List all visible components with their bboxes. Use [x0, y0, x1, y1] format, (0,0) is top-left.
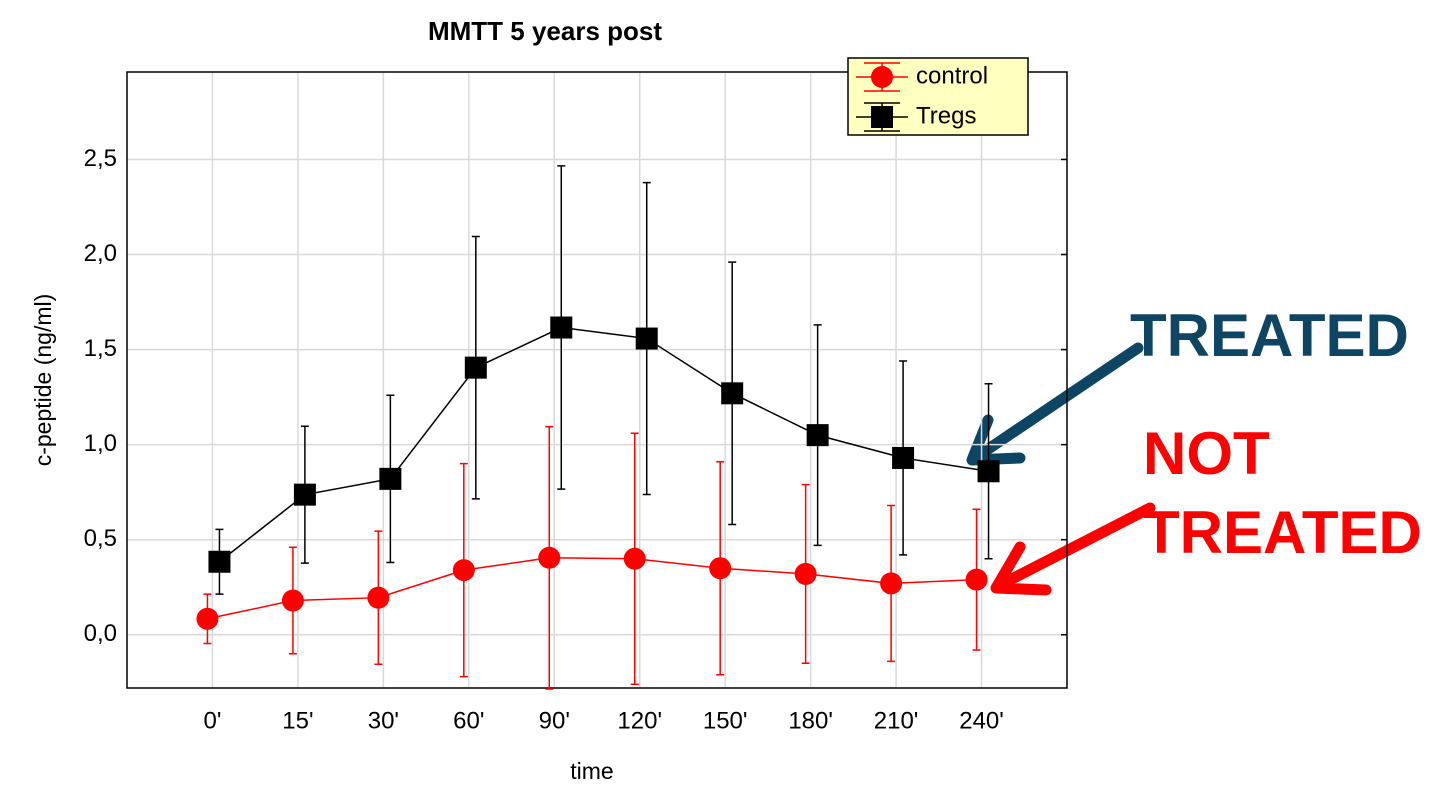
y-axis-label: c-peptide (ng/ml)	[30, 294, 56, 467]
marker	[208, 550, 231, 573]
marker	[293, 483, 316, 506]
marker	[965, 568, 988, 591]
series-line	[207, 557, 977, 620]
x-tick-label: 210'	[874, 707, 919, 734]
marker	[464, 356, 487, 379]
marker	[977, 460, 1000, 483]
y-tick-label: 0,0	[84, 620, 117, 647]
x-tick-label: 15'	[282, 707, 313, 734]
y-tick-label: 0,5	[84, 525, 117, 552]
marker	[379, 467, 402, 490]
y-tick-label: 2,0	[84, 240, 117, 267]
series-line	[218, 326, 989, 563]
x-tick-label: 60'	[453, 707, 484, 734]
marker	[452, 559, 475, 582]
legend-label: Tregs	[916, 102, 976, 129]
marker	[871, 106, 893, 128]
marker	[880, 572, 903, 595]
plot-frame	[126, 71, 1068, 689]
marker	[871, 66, 893, 88]
marker	[794, 562, 817, 585]
marker	[635, 327, 658, 350]
marker	[623, 547, 646, 570]
marker	[550, 316, 573, 339]
legend-label: control	[916, 62, 988, 89]
y-tick-label: 1,5	[84, 335, 117, 362]
marker	[281, 589, 304, 612]
marker	[367, 586, 390, 609]
x-tick-label: 180'	[788, 707, 833, 734]
annotation: NOT	[1143, 420, 1270, 487]
marker	[709, 557, 732, 580]
arrow-not-treated	[990, 502, 1156, 596]
annotation: TREATED	[1130, 302, 1409, 369]
marker	[538, 546, 561, 569]
x-tick-label: 0'	[203, 707, 221, 734]
y-tick-label: 1,0	[84, 430, 117, 457]
arrow-treated	[966, 342, 1144, 466]
marker	[892, 446, 915, 469]
marker	[196, 607, 219, 630]
y-tick-label: 2,5	[84, 145, 117, 172]
x-tick-label: 120'	[617, 707, 662, 734]
marker	[721, 382, 744, 405]
x-tick-label: 150'	[703, 707, 748, 734]
annotation: TREATED	[1143, 499, 1422, 566]
x-tick-label: 30'	[368, 707, 399, 734]
x-tick-label: 90'	[539, 707, 570, 734]
marker	[806, 424, 829, 447]
chart-title: MMTT 5 years post	[428, 16, 662, 46]
x-axis-label: time	[570, 758, 613, 784]
x-tick-label: 240'	[959, 707, 1004, 734]
